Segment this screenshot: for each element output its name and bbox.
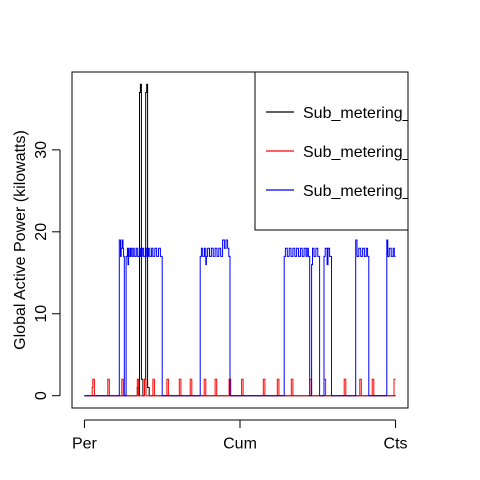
legend-label: Sub_metering_ (303, 144, 413, 161)
series-line-2 (84, 378, 396, 397)
legend-label: Sub_metering_ (303, 105, 413, 122)
series-line-3 (84, 239, 396, 397)
y-axis-label: Global Active Power (kilowatts) (12, 130, 29, 350)
legend-entries: Sub_metering_ Sub_metering_ Sub_metering_ (266, 105, 413, 200)
x-tick-label: Cts (384, 435, 408, 452)
x-axis: Per Cum Cts (72, 419, 408, 452)
y-tick-label: 20 (33, 223, 50, 241)
y-tick-label: 30 (33, 141, 50, 159)
y-tick-label: 0 (33, 391, 50, 400)
plot-frame (71, 71, 409, 409)
y-tick-label: 10 (33, 305, 50, 323)
series-layer (84, 83, 396, 397)
x-tick-label: Cum (223, 435, 257, 452)
legend-label: Sub_metering_ (303, 183, 413, 200)
legend: Sub_metering_ Sub_metering_ Sub_metering_ (254, 71, 413, 231)
y-axis: 0 10 20 30 (33, 141, 61, 400)
x-tick-label: Per (72, 435, 98, 452)
